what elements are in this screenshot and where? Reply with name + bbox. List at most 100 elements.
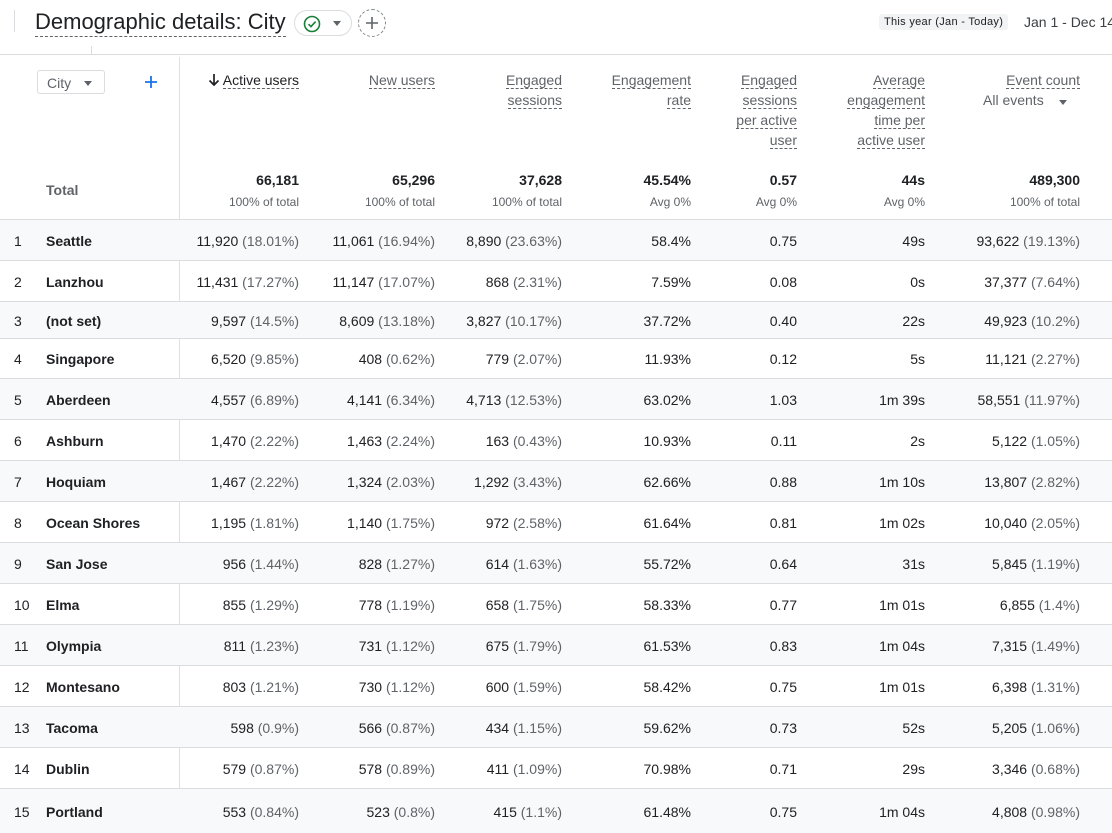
table-row[interactable]: 13 Tacoma 598 (0.9%) 566 (0.87%) 434 (1.15%)… bbox=[0, 706, 1112, 747]
metric-value: 10.93% bbox=[643, 433, 691, 449]
table-row[interactable]: 7 Hoquiam 1,467 (2.22%) 1,324 (2.03%) 1,292 … bbox=[0, 460, 1112, 501]
metric-cell: 553 (0.84%) bbox=[169, 804, 299, 820]
metric-value: 10,040 bbox=[984, 515, 1028, 531]
date-range[interactable]: Jan 1 - Dec 14 bbox=[1024, 14, 1112, 30]
table-row[interactable]: 9 San Jose 956 (1.44%) 828 (1.27%) 614 (1.63… bbox=[0, 542, 1112, 583]
metric-value: 0.40 bbox=[769, 313, 797, 329]
column-header-label: Average bbox=[873, 72, 925, 89]
metric-cell: 58.42% bbox=[581, 679, 691, 695]
metric-cell: 10,040 (2.05%) bbox=[950, 515, 1080, 531]
column-header-active-users[interactable]: Active users bbox=[169, 70, 299, 90]
row-number: 3 bbox=[14, 313, 22, 329]
city-name[interactable]: Aberdeen bbox=[46, 392, 111, 408]
metric-cell: 1m 01s bbox=[815, 597, 925, 613]
table-row[interactable]: 3 (not set) 9,597 (14.5%) 8,609 (13.18%) 3,8… bbox=[0, 301, 1112, 338]
city-name[interactable]: Hoquiam bbox=[46, 474, 106, 490]
row-number: 14 bbox=[14, 761, 30, 777]
event-select[interactable]: All events bbox=[983, 92, 1044, 108]
metric-percent: (6.89%) bbox=[246, 392, 299, 408]
dimension-select[interactable]: City bbox=[37, 70, 105, 94]
city-name[interactable]: Ashburn bbox=[46, 433, 104, 449]
metric-percent: (2.24%) bbox=[382, 433, 435, 449]
table-row[interactable]: 5 Aberdeen 4,557 (6.89%) 4,141 (6.34%) 4,713… bbox=[0, 378, 1112, 419]
metric-cell: 3,827 (10.17%) bbox=[442, 313, 562, 329]
metric-value: 0.75 bbox=[769, 679, 797, 695]
column-header-avg-time[interactable]: Average engagement time per active user bbox=[815, 70, 925, 150]
metric-cell: 52s bbox=[815, 720, 925, 736]
metric-percent: (1.75%) bbox=[509, 597, 562, 613]
metric-value: 1.03 bbox=[769, 392, 797, 408]
city-name[interactable]: Olympia bbox=[46, 638, 102, 654]
metric-cell: 13,807 (2.82%) bbox=[950, 474, 1080, 490]
page-title[interactable]: Demographic details: City bbox=[35, 8, 286, 37]
metric-cell: 55.72% bbox=[581, 556, 691, 572]
row-number: 13 bbox=[14, 720, 30, 736]
table-row[interactable]: 4 Singapore 6,520 (9.85%) 408 (0.62%) 779 (2… bbox=[0, 338, 1112, 378]
table-row[interactable]: 8 Ocean Shores 1,195 (1.81%) 1,140 (1.75%) 9… bbox=[0, 501, 1112, 542]
city-name[interactable]: Singapore bbox=[46, 351, 115, 367]
metric-value: 1m 02s bbox=[879, 515, 925, 531]
metric-percent: (7.64%) bbox=[1027, 274, 1080, 290]
table-row[interactable]: 1 Seattle 11,920 (18.01%) 11,061 (16.94%) 8,… bbox=[0, 219, 1112, 260]
column-header-new-users[interactable]: New users bbox=[305, 70, 435, 90]
table-row[interactable]: 10 Elma 855 (1.29%) 778 (1.19%) 658 (1.75%) 5… bbox=[0, 583, 1112, 624]
column-header-sessions-per-user[interactable]: Engaged sessions per active user bbox=[707, 70, 797, 150]
metric-percent: (0.62%) bbox=[382, 351, 435, 367]
metric-percent: (12.53%) bbox=[501, 392, 562, 408]
metric-percent: (1.75%) bbox=[382, 515, 435, 531]
total-value: 0.57 bbox=[769, 172, 797, 188]
metric-percent: (1.12%) bbox=[382, 638, 435, 654]
table-row[interactable]: 6 Ashburn 1,470 (2.22%) 1,463 (2.24%) 163 (0… bbox=[0, 419, 1112, 460]
column-header-engagement-rate[interactable]: Engagement rate bbox=[581, 70, 691, 110]
metric-cell: 778 (1.19%) bbox=[305, 597, 435, 613]
metric-percent: (2.05%) bbox=[1027, 515, 1080, 531]
header-separator bbox=[0, 54, 1112, 55]
city-name[interactable]: San Jose bbox=[46, 556, 108, 572]
metric-value: 1,140 bbox=[347, 515, 383, 531]
column-header-engaged-sessions[interactable]: Engaged sessions bbox=[442, 70, 562, 110]
add-dimension-button[interactable] bbox=[142, 70, 160, 94]
city-name[interactable]: Ocean Shores bbox=[46, 515, 141, 531]
metric-value: 778 bbox=[358, 597, 383, 613]
city-name[interactable]: Elma bbox=[46, 597, 80, 613]
city-name[interactable]: Portland bbox=[46, 804, 103, 820]
table-row[interactable]: 14 Dublin 579 (0.87%) 578 (0.89%) 411 (1.09%… bbox=[0, 747, 1112, 788]
table-row[interactable]: 11 Olympia 811 (1.23%) 731 (1.12%) 675 (1.79… bbox=[0, 624, 1112, 665]
metric-value: 37,377 bbox=[984, 274, 1028, 290]
table-row[interactable]: 12 Montesano 803 (1.21%) 730 (1.12%) 600 (1.… bbox=[0, 665, 1112, 706]
metric-cell: 1m 01s bbox=[815, 679, 925, 695]
total-value: 45.54% bbox=[643, 172, 691, 188]
row-number: 1 bbox=[14, 233, 22, 249]
metric-value: 408 bbox=[358, 351, 383, 367]
metric-cell: 61.64% bbox=[581, 515, 691, 531]
metric-value: 13,807 bbox=[984, 474, 1028, 490]
metric-percent: (0.43%) bbox=[509, 433, 562, 449]
metric-value: 11,061 bbox=[332, 233, 375, 249]
metric-percent: (1.21%) bbox=[246, 679, 299, 695]
row-number: 12 bbox=[14, 679, 30, 695]
metric-value: 7.59% bbox=[651, 274, 691, 290]
metric-cell: 0.81 bbox=[707, 515, 797, 531]
metric-value: 29s bbox=[902, 761, 925, 777]
add-comparison-button[interactable] bbox=[358, 9, 386, 37]
metric-cell: 0.64 bbox=[707, 556, 797, 572]
city-name[interactable]: Montesano bbox=[46, 679, 120, 695]
date-preset-label[interactable]: This year (Jan - Today) bbox=[879, 14, 1009, 30]
metric-cell: 59.62% bbox=[581, 720, 691, 736]
metric-cell: 1m 39s bbox=[815, 392, 925, 408]
city-name[interactable]: Dublin bbox=[46, 761, 90, 777]
table-row[interactable]: 15 Portland 553 (0.84%) 523 (0.8%) 415 (1.1%… bbox=[0, 788, 1112, 833]
metric-percent: (2.22%) bbox=[246, 474, 299, 490]
metric-cell: 70.98% bbox=[581, 761, 691, 777]
city-name[interactable]: Seattle bbox=[46, 233, 92, 249]
metric-value: 58,551 bbox=[977, 392, 1021, 408]
metric-value: 1,324 bbox=[347, 474, 383, 490]
city-name[interactable]: Tacoma bbox=[46, 720, 98, 736]
report-status-dropdown[interactable] bbox=[294, 10, 352, 36]
metric-percent: (2.03%) bbox=[382, 474, 435, 490]
city-name[interactable]: (not set) bbox=[46, 313, 102, 329]
table-row[interactable]: 2 Lanzhou 11,431 (17.27%) 11,147 (17.07%) 86… bbox=[0, 260, 1112, 301]
column-header-event-count[interactable]: Event count bbox=[950, 70, 1080, 90]
city-name[interactable]: Lanzhou bbox=[46, 274, 104, 290]
metric-percent: (1.12%) bbox=[382, 679, 435, 695]
